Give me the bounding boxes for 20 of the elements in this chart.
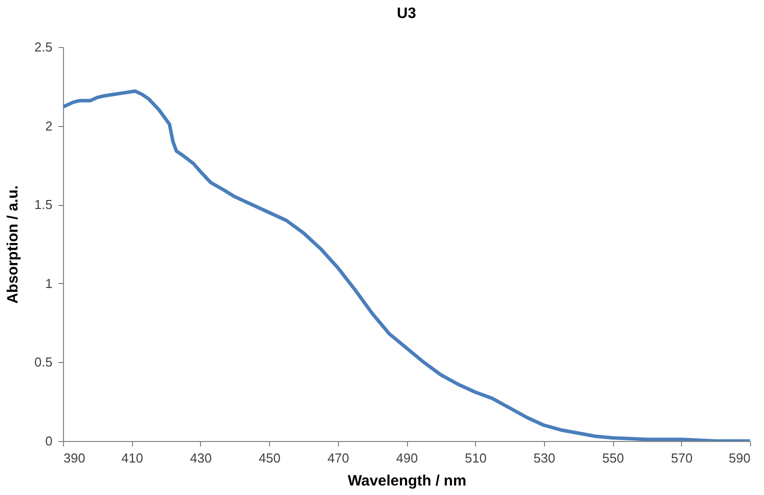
- x-tick-label: 430: [190, 450, 212, 466]
- x-tick-label: 490: [396, 450, 418, 466]
- y-axis-title: Absorption / a.u.: [4, 185, 22, 304]
- y-tick-label: 0.5: [34, 354, 52, 370]
- x-tick-label: 470: [327, 450, 350, 466]
- y-tick-label: 1.5: [34, 197, 52, 212]
- y-tick-label: 2: [45, 118, 52, 134]
- x-axis-title: Wavelength / nm: [348, 472, 466, 490]
- x-tick-label: 510: [464, 450, 487, 466]
- x-tick-label: 450: [258, 450, 280, 466]
- y-tick-label: 1: [45, 276, 52, 291]
- x-tick-label: 570: [670, 450, 693, 466]
- x-tick-label: 390: [64, 450, 86, 466]
- x-tick-label: 550: [602, 450, 624, 466]
- x-tick-label: 590: [728, 450, 750, 466]
- y-tick-label: 0: [45, 434, 52, 448]
- x-tick-label: 530: [534, 450, 556, 466]
- chart-title: U3: [396, 5, 416, 22]
- y-tick-label: 2.5: [34, 40, 52, 54]
- x-tick-label: 410: [121, 450, 144, 466]
